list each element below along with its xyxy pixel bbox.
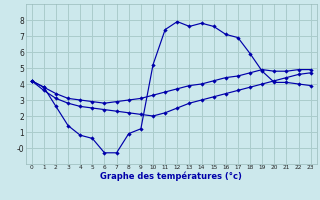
X-axis label: Graphe des températures (°c): Graphe des températures (°c) [100,172,242,181]
